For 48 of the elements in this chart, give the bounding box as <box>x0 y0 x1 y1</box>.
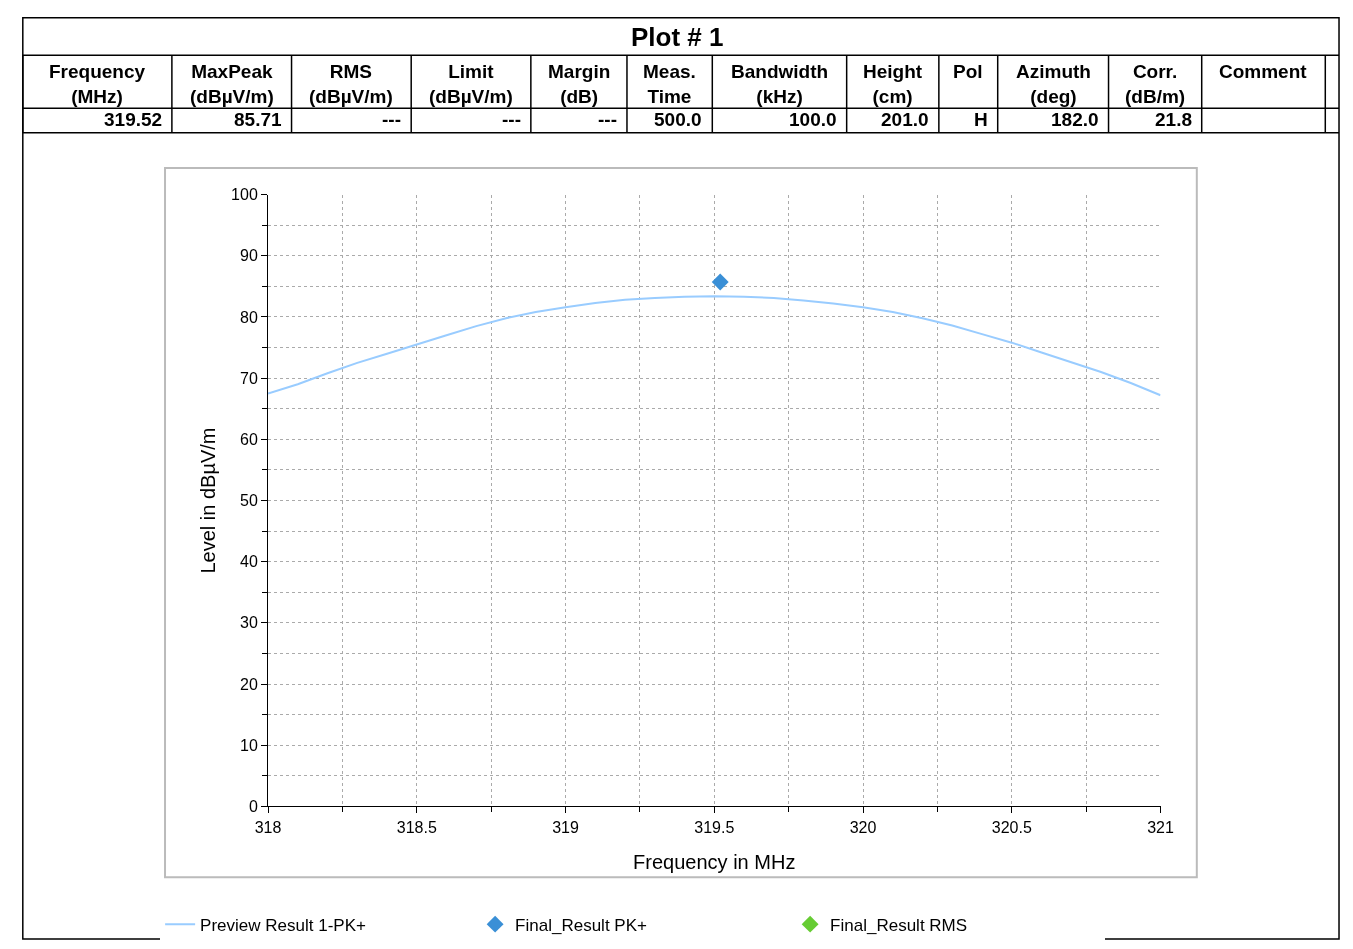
text: --- <box>382 109 401 130</box>
y-tick-label: 100 <box>231 186 258 204</box>
text: Plot # 1 <box>631 22 724 52</box>
text: H <box>974 109 988 130</box>
x-tick-label: 320.5 <box>991 818 1032 836</box>
y-tick-label: 30 <box>240 614 258 632</box>
category-label: Height (cm) <box>863 61 923 107</box>
y-tick-label: 50 <box>240 492 258 510</box>
category-label: RMS (dBµV/m) <box>309 61 393 107</box>
y-tick-label: 0 <box>248 798 258 816</box>
y-tick-label: 60 <box>240 430 258 448</box>
y-axis-title: Level in dBµV/m <box>196 427 219 574</box>
category-label: Meas. Time <box>643 61 696 107</box>
y-tick-label: 20 <box>240 675 258 693</box>
line-series <box>268 295 1161 397</box>
category-label: Margin (dB) <box>548 61 611 107</box>
x-tick-label: 318 <box>254 818 282 836</box>
x-tick-label: 320 <box>849 818 877 836</box>
x-tick-label: 318.5 <box>396 818 437 836</box>
text: 182.0 <box>1051 109 1099 130</box>
text: 85.71 <box>234 109 282 130</box>
category-label: Comment <box>1219 61 1308 82</box>
text: 500.0 <box>654 109 702 130</box>
text: 319.52 <box>104 109 163 130</box>
x-tick-label: 319.5 <box>694 818 735 836</box>
text: 100.0 <box>789 109 837 130</box>
text: --- <box>598 109 617 130</box>
x-axis-title: Frequency in MHz <box>633 851 796 874</box>
y-tick-label: 90 <box>240 247 258 265</box>
text: 21.8 <box>1155 109 1192 130</box>
legend-label: Preview Result 1-PK+ <box>200 915 367 935</box>
category-label: Pol <box>953 61 983 82</box>
y-tick-label: 80 <box>240 308 258 326</box>
x-tick-label: 319 <box>552 818 579 836</box>
category-label: Bandwidth (kHz) <box>731 61 829 107</box>
text: --- <box>502 109 521 130</box>
x-tick-label: 321 <box>1147 818 1174 836</box>
category-label: Azimuth (deg) <box>1016 61 1091 107</box>
category-label: Frequency (MHz) <box>49 61 146 107</box>
legend-label: Final_Result PK+ <box>515 915 648 935</box>
legend-label: Final_Result RMS <box>830 915 968 935</box>
category-label: Limit (dBµV/m) <box>429 61 513 107</box>
category-label: Corr. (dB/m) <box>1125 61 1186 107</box>
category-label: MaxPeak (dBµV/m) <box>190 61 274 107</box>
text: 201.0 <box>881 109 929 130</box>
y-tick-label: 10 <box>240 736 258 754</box>
y-tick-label: 70 <box>240 369 258 387</box>
y-tick-label: 40 <box>240 553 258 571</box>
